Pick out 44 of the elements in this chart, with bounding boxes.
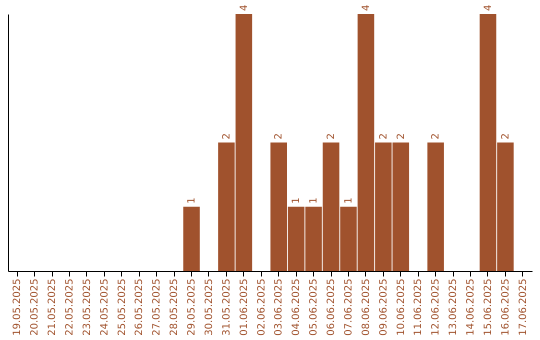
x-tick-label: 04.06.2025 — [291, 278, 302, 336]
x-tick-label: 19.05.2025 — [12, 278, 24, 336]
x-tick-label: 02.06.2025 — [256, 278, 268, 336]
x-tick-label: 25.05.2025 — [116, 278, 128, 336]
x-tick-label: 20.05.2025 — [30, 278, 41, 336]
x-tick-label: 31.05.2025 — [221, 278, 232, 336]
data-label: 2 — [326, 133, 338, 140]
data-label: 1 — [343, 197, 354, 204]
x-tick-label: 28.05.2025 — [169, 278, 180, 336]
x-tick-label: 09.06.2025 — [378, 278, 390, 336]
x-tick-label: 22.05.2025 — [64, 278, 76, 336]
data-label: 4 — [482, 4, 494, 11]
x-tick-label: 06.06.2025 — [326, 278, 338, 336]
x-tick-label: 17.06.2025 — [518, 278, 529, 336]
x-tick-label: 11.06.2025 — [413, 278, 424, 336]
data-label: 4 — [360, 4, 372, 11]
x-tick-label: 08.06.2025 — [360, 278, 372, 336]
x-tick-label: 10.06.2025 — [396, 278, 407, 336]
data-label: 2 — [396, 133, 407, 140]
data-label: 1 — [186, 197, 198, 204]
x-tick-label: 16.06.2025 — [500, 278, 512, 336]
x-tick-label: 26.05.2025 — [134, 278, 146, 336]
data-label: 1 — [308, 197, 320, 204]
x-tick-label: 21.05.2025 — [47, 278, 58, 336]
x-tick-label: 14.06.2025 — [466, 278, 477, 336]
x-tick-label: 05.06.2025 — [308, 278, 320, 336]
x-tick-label: 07.06.2025 — [343, 278, 354, 336]
data-label: 2 — [430, 133, 442, 140]
data-label: 2 — [274, 133, 285, 140]
data-label: 2 — [221, 133, 232, 140]
x-tick-label: 24.05.2025 — [99, 278, 110, 336]
data-label: 1 — [291, 197, 302, 204]
x-tick-label: 13.06.2025 — [448, 278, 460, 336]
data-label: 2 — [500, 133, 512, 140]
x-tick-label: 27.05.2025 — [152, 278, 163, 336]
x-tick-label: 30.05.2025 — [204, 278, 215, 336]
data-label: 2 — [378, 133, 390, 140]
x-tick-label: 01.06.2025 — [238, 278, 250, 336]
x-tick-label: 23.05.2025 — [82, 278, 93, 336]
x-tick-label: 12.06.2025 — [430, 278, 442, 336]
data-label: 4 — [238, 4, 250, 11]
x-tick-label: 29.05.2025 — [186, 278, 198, 336]
x-tick-label: 15.06.2025 — [482, 278, 494, 336]
x-tick-label: 03.06.2025 — [274, 278, 285, 336]
